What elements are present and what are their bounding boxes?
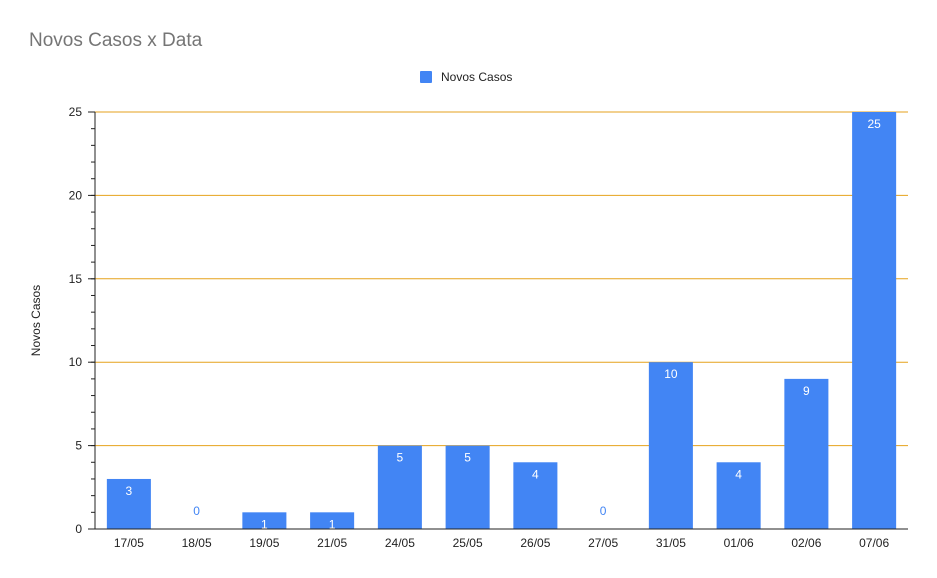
x-tick-label: 02/06 bbox=[791, 536, 821, 550]
bar bbox=[513, 462, 558, 529]
data-label: 4 bbox=[532, 467, 539, 481]
x-tick-label: 25/05 bbox=[453, 536, 483, 550]
chart-title: Novos Casos x Data bbox=[29, 30, 203, 51]
x-tick-label: 07/06 bbox=[859, 536, 889, 550]
data-label: 1 bbox=[329, 517, 336, 531]
data-label: 0 bbox=[600, 504, 607, 518]
x-tick-label: 17/05 bbox=[114, 536, 144, 550]
legend-label: Novos Casos bbox=[441, 70, 513, 84]
x-tick-label: 27/05 bbox=[588, 536, 618, 550]
data-label: 5 bbox=[464, 451, 471, 465]
bar bbox=[716, 462, 761, 529]
data-label: 1 bbox=[261, 517, 268, 531]
data-label: 4 bbox=[735, 467, 742, 481]
y-tick-label: 5 bbox=[75, 439, 82, 453]
y-tick-label: 10 bbox=[69, 355, 83, 369]
bar bbox=[852, 112, 897, 529]
data-label: 10 bbox=[664, 367, 678, 381]
y-tick-label: 15 bbox=[69, 272, 83, 286]
x-tick-label: 01/06 bbox=[724, 536, 754, 550]
data-label: 25 bbox=[867, 117, 881, 131]
x-tick-label: 31/05 bbox=[656, 536, 686, 550]
data-label: 0 bbox=[193, 504, 200, 518]
x-tick-label: 19/05 bbox=[249, 536, 279, 550]
data-label: 3 bbox=[126, 484, 133, 498]
x-tick-label: 21/05 bbox=[317, 536, 347, 550]
bar bbox=[445, 445, 490, 529]
x-tick-label: 18/05 bbox=[182, 536, 212, 550]
bar bbox=[648, 362, 693, 529]
data-label: 9 bbox=[803, 384, 810, 398]
x-tick-label: 24/05 bbox=[385, 536, 415, 550]
bar bbox=[310, 512, 355, 529]
legend-swatch bbox=[420, 71, 432, 83]
legend: Novos Casos bbox=[420, 70, 512, 84]
bar bbox=[242, 512, 287, 529]
data-label: 5 bbox=[397, 451, 404, 465]
bar bbox=[106, 478, 151, 529]
bar bbox=[784, 378, 829, 529]
y-tick-label: 0 bbox=[75, 522, 82, 536]
bar bbox=[377, 445, 422, 529]
y-tick-label: 20 bbox=[69, 188, 83, 202]
y-axis-title: Novos Casos bbox=[29, 285, 43, 356]
y-tick-label: 25 bbox=[69, 105, 83, 119]
x-tick-label: 26/05 bbox=[520, 536, 550, 550]
